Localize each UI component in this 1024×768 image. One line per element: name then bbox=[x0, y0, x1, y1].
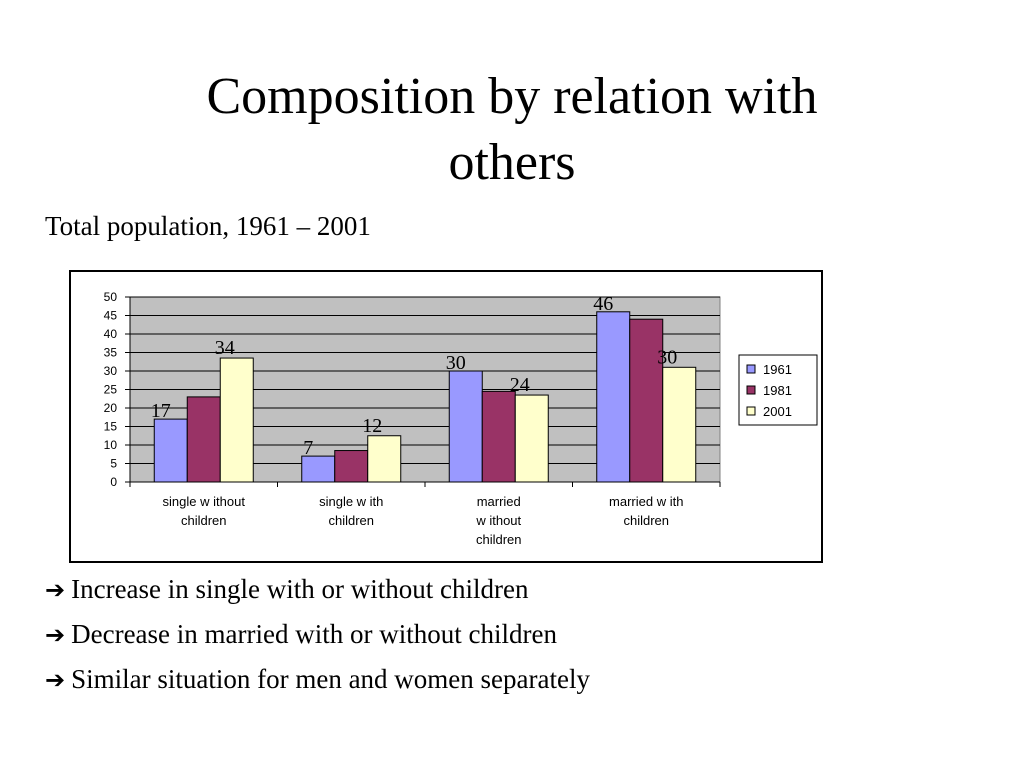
right-arrow-icon: ➔ bbox=[45, 576, 66, 604]
y-tick-label: 25 bbox=[104, 383, 118, 397]
bullet-item: ➔ Increase in single with or without chil… bbox=[45, 568, 590, 613]
x-category-label: married bbox=[477, 494, 521, 509]
legend-swatch-2001 bbox=[746, 406, 756, 416]
y-tick-label: 45 bbox=[104, 309, 118, 323]
bar-1981 bbox=[629, 318, 664, 483]
data-label: 46 bbox=[593, 293, 613, 315]
x-category-label: single w ith bbox=[319, 494, 383, 509]
y-tick-label: 5 bbox=[110, 457, 117, 471]
bullet-text: Increase in single with or without child… bbox=[71, 574, 529, 604]
data-label: 12 bbox=[362, 415, 382, 437]
x-category-label: single w ithout bbox=[163, 494, 246, 509]
y-tick-label: 15 bbox=[104, 420, 118, 434]
bar-1961 bbox=[153, 418, 188, 483]
legend-label: 2001 bbox=[763, 404, 792, 419]
chart-subtitle: Total population, 1961 – 2001 bbox=[45, 211, 371, 241]
x-category-label: w ithout bbox=[475, 513, 521, 528]
slide-title: Composition by relation with others bbox=[0, 64, 1024, 196]
legend-label: 1981 bbox=[763, 383, 792, 398]
data-label: 30 bbox=[446, 352, 466, 374]
legend-swatch-1981 bbox=[746, 385, 756, 395]
bar-2001 bbox=[514, 394, 549, 483]
bar-2001 bbox=[219, 357, 254, 483]
y-tick-label: 30 bbox=[104, 364, 118, 378]
data-label: 7 bbox=[303, 437, 313, 459]
y-tick-label: 50 bbox=[104, 290, 118, 304]
bullet-text: Decrease in married with or without chil… bbox=[71, 619, 557, 649]
bar-1981 bbox=[186, 396, 221, 483]
bullet-text: Similar situation for men and women sepa… bbox=[71, 664, 590, 694]
data-label: 17 bbox=[151, 400, 171, 422]
bar-chart: 0 5 10 15 20 25 30 35 40 45 50 single w ithout child… bbox=[104, 290, 818, 547]
chart-frame: 0 5 10 15 20 25 30 35 40 45 50 single w ithout child… bbox=[69, 270, 823, 563]
bar-2001 bbox=[662, 366, 697, 483]
bar-1981 bbox=[481, 390, 516, 483]
legend-swatch-1961 bbox=[746, 364, 756, 374]
x-category-label: children bbox=[623, 513, 669, 528]
data-label: 34 bbox=[215, 337, 235, 359]
bar-1981 bbox=[334, 450, 369, 483]
x-category-label: children bbox=[476, 532, 522, 547]
x-category-label: married w ith bbox=[609, 494, 683, 509]
x-category-label: children bbox=[181, 513, 227, 528]
y-tick-label: 0 bbox=[110, 475, 117, 489]
title-line-2: others bbox=[448, 134, 576, 191]
bar-1961 bbox=[301, 455, 336, 483]
legend-label: 1961 bbox=[763, 362, 792, 377]
y-tick-label: 40 bbox=[104, 327, 118, 341]
bullet-item: ➔ Similar situation for men and women sep… bbox=[45, 658, 590, 703]
y-tick-label: 20 bbox=[104, 401, 118, 415]
bar-1961 bbox=[596, 311, 631, 483]
bullet-list: ➔ Increase in single with or without chil… bbox=[45, 568, 590, 703]
y-tick-label: 10 bbox=[104, 438, 118, 452]
x-category-label: children bbox=[328, 513, 374, 528]
bar-1961 bbox=[448, 370, 483, 483]
data-label: 24 bbox=[510, 374, 530, 396]
right-arrow-icon: ➔ bbox=[45, 666, 66, 694]
data-label: 30 bbox=[657, 346, 677, 368]
title-line-1: Composition by relation with bbox=[206, 68, 818, 125]
right-arrow-icon: ➔ bbox=[45, 621, 66, 649]
bar-2001 bbox=[367, 435, 402, 483]
y-tick-label: 35 bbox=[104, 346, 118, 360]
bullet-item: ➔ Decrease in married with or without chi… bbox=[45, 613, 590, 658]
